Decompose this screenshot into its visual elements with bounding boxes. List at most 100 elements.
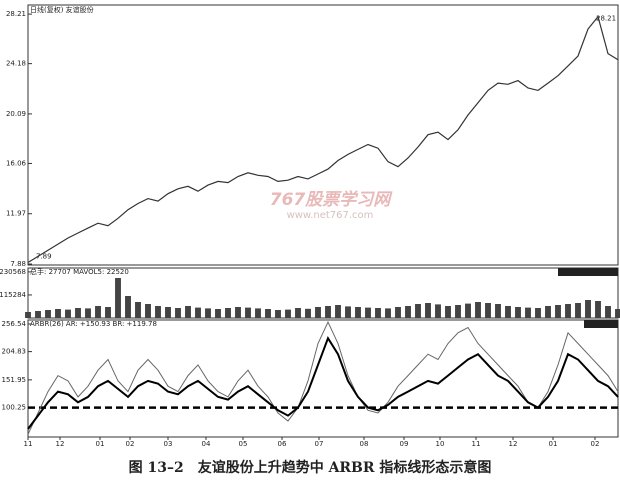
y-tick-label: 11.97	[6, 210, 26, 218]
volume-bar	[225, 308, 231, 318]
x-tick-label: 11	[24, 440, 33, 448]
volume-bar	[85, 308, 91, 318]
volume-bar	[105, 307, 111, 318]
y-tick-label: 256.54	[2, 320, 27, 328]
x-tick-label: 11	[472, 440, 481, 448]
arbr-title: ARBR(26) AR: +150.93 BR: +119.78	[30, 320, 157, 328]
y-tick-label: 115284	[0, 291, 27, 299]
volume-bar	[365, 307, 371, 318]
volume-bar	[95, 306, 101, 318]
volume-bar	[495, 304, 501, 318]
x-tick-label: 04	[202, 440, 211, 448]
volume-bar	[245, 307, 251, 318]
y-tick-label: 28.21	[6, 10, 26, 18]
y-tick-label: 204.83	[2, 348, 27, 356]
volume-bar	[275, 310, 281, 318]
volume-bar	[305, 308, 311, 318]
x-tick-label: 12	[56, 440, 65, 448]
volume-panel	[27, 267, 619, 319]
volume-bar	[485, 303, 491, 318]
volume-flag	[558, 268, 618, 276]
y-tick-label: 16.06	[6, 159, 27, 167]
volume-bar	[315, 307, 321, 318]
annotation: 28.21	[596, 15, 616, 23]
volume-bar	[465, 303, 471, 318]
x-tick-label: 02	[126, 440, 135, 448]
indicator-line	[27, 320, 619, 435]
x-tick-label: 01	[96, 440, 105, 448]
x-tick-label: 03	[164, 440, 173, 448]
volume-bar	[325, 306, 331, 318]
volume-bar	[145, 304, 151, 318]
volume-bar	[615, 309, 620, 318]
x-tick-label: 01	[549, 440, 558, 448]
y-tick-label: 7.88	[10, 260, 26, 268]
volume-bar	[375, 308, 381, 318]
volume-bar	[35, 311, 41, 318]
volume-bar	[265, 309, 271, 318]
y-tick-label: 24.18	[6, 60, 26, 68]
volume-bar	[65, 309, 71, 318]
volume-bar	[435, 304, 441, 318]
volume-bar	[355, 307, 361, 318]
caption: 图 13–2 友谊股份上升趋势中 ARBR 指标线形态示意图	[129, 459, 492, 476]
volume-bar	[605, 306, 611, 318]
volume-bar	[165, 307, 171, 318]
x-tick-label: 07	[315, 440, 324, 448]
volume-bar	[135, 302, 141, 318]
volume-title: 总手: 27707 MAVOL5: 22520	[30, 267, 129, 276]
x-tick-label: 10	[436, 440, 445, 448]
arbr-panel	[27, 319, 619, 438]
volume-bar	[595, 301, 601, 318]
volume-bar	[545, 306, 551, 318]
volume-bar	[555, 305, 561, 318]
volume-bar	[395, 307, 401, 318]
volume-bar	[255, 308, 261, 318]
volume-bar	[415, 304, 421, 318]
volume-bar	[585, 300, 591, 318]
volume-bar	[575, 303, 581, 318]
volume-bar	[405, 306, 411, 318]
x-tick-label: 12	[509, 440, 518, 448]
x-tick-label: 08	[360, 440, 369, 448]
volume-bar	[45, 310, 51, 318]
volume-bar	[445, 306, 451, 318]
volume-bar	[205, 308, 211, 318]
volume-bar	[535, 308, 541, 318]
x-tick-label: 05	[239, 440, 248, 448]
x-tick-label: 09	[400, 440, 409, 448]
volume-bar	[525, 307, 531, 318]
volume-bar	[185, 306, 191, 318]
y-tick-label: 151.95	[2, 376, 27, 384]
volume-bar	[25, 312, 31, 318]
watermark-url: www.net767.com	[287, 210, 374, 221]
volume-bar	[155, 306, 161, 318]
volume-bar	[335, 305, 341, 318]
volume-bar	[565, 304, 571, 318]
volume-bar	[175, 308, 181, 318]
price-panel	[27, 4, 619, 266]
volume-bar	[55, 309, 61, 318]
volume-bar	[425, 303, 431, 318]
y-tick-label: 100.25	[2, 403, 27, 411]
volume-bar	[385, 308, 391, 318]
arbr-flag	[584, 320, 618, 328]
y-tick-label: 230568	[0, 268, 26, 276]
price-title: 日线(复权) 友谊股份	[30, 5, 94, 14]
volume-bar	[515, 307, 521, 318]
volume-bar	[235, 307, 241, 318]
volume-bar	[345, 306, 351, 318]
annotation: 7.89	[36, 253, 52, 261]
x-tick-label: 02	[591, 440, 600, 448]
volume-bar	[285, 309, 291, 318]
volume-bar	[115, 278, 121, 318]
volume-bar	[505, 306, 511, 318]
volume-bar	[75, 308, 81, 318]
volume-bar	[475, 302, 481, 318]
y-tick-label: 20.09	[6, 110, 26, 118]
volume-bar	[195, 307, 201, 318]
volume-bar	[295, 308, 301, 318]
price-line	[27, 15, 619, 264]
volume-bar	[125, 296, 131, 318]
